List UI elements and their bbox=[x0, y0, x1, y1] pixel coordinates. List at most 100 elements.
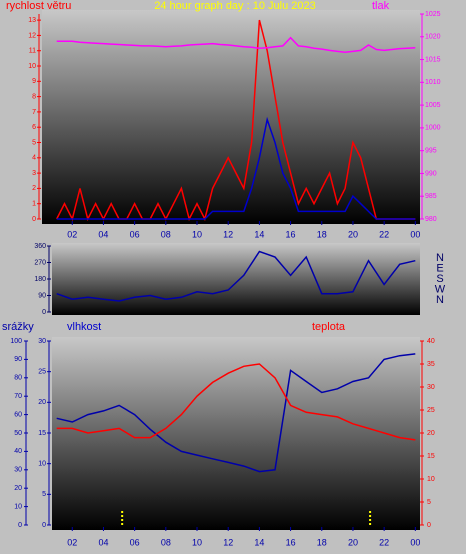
x-tick-label: 10 bbox=[192, 537, 202, 547]
y-tick-label: 2 bbox=[32, 185, 36, 192]
compass-label: N bbox=[436, 294, 444, 306]
x-tick-label: 04 bbox=[98, 229, 108, 239]
compass-label: E bbox=[436, 262, 443, 274]
compass-label: W bbox=[435, 283, 446, 295]
x-tick-label: 06 bbox=[130, 537, 140, 547]
y-tick-label: 0 bbox=[18, 522, 22, 529]
y-tick-label: 5 bbox=[32, 139, 36, 146]
series-line bbox=[56, 363, 416, 441]
y-tick-label: 985 bbox=[425, 193, 437, 200]
y-tick-label: 7 bbox=[32, 109, 36, 116]
y-tick-label: 995 bbox=[425, 148, 437, 155]
y-tick-label: 90 bbox=[14, 356, 22, 363]
y-tick-label: 11 bbox=[29, 48, 36, 55]
series-line bbox=[56, 116, 416, 220]
y-tick-label: 15 bbox=[427, 453, 435, 460]
y-tick-label: 1015 bbox=[425, 56, 441, 63]
y-tick-label: 70 bbox=[14, 393, 22, 400]
y-tick-label: 3 bbox=[32, 170, 36, 177]
y-tick-label: 12 bbox=[28, 32, 36, 39]
y-tick-label: 50 bbox=[14, 430, 22, 437]
x-tick-label: 02 bbox=[67, 537, 77, 547]
axis-label: vlhkost bbox=[67, 321, 101, 333]
y-tick-label: 30 bbox=[427, 384, 435, 391]
y-tick-label: 1020 bbox=[425, 34, 441, 41]
chart-title: 24 hour graph day : 10 Julu 2023 bbox=[154, 0, 315, 12]
y-tick-label: 90 bbox=[38, 292, 46, 299]
x-tick-label: 18 bbox=[317, 229, 327, 239]
y-tick-label: 40 bbox=[14, 448, 22, 455]
x-tick-label: 02 bbox=[67, 229, 77, 239]
x-tick-label: 22 bbox=[379, 537, 389, 547]
y-tick-label: 40 bbox=[427, 338, 435, 345]
x-tick-label: 14 bbox=[254, 537, 264, 547]
y-tick-label: 13 bbox=[28, 17, 36, 24]
y-tick-label: 30 bbox=[38, 338, 46, 345]
y-tick-label: 0 bbox=[427, 522, 431, 529]
x-tick-label: 16 bbox=[286, 229, 296, 239]
y-tick-label: 10 bbox=[427, 476, 435, 483]
y-tick-label: 5 bbox=[427, 499, 431, 506]
x-tick-label: 22 bbox=[379, 229, 389, 239]
series-line bbox=[56, 250, 416, 302]
y-tick-label: 20 bbox=[14, 485, 22, 492]
y-tick-label: 25 bbox=[38, 369, 46, 376]
x-tick-label: 18 bbox=[317, 537, 327, 547]
y-tick-label: 20 bbox=[38, 399, 46, 406]
axis-label: teplota bbox=[312, 321, 346, 333]
y-tick-label: 25 bbox=[427, 407, 435, 414]
y-tick-label: 4 bbox=[32, 155, 36, 162]
y-tick-label: 10 bbox=[38, 461, 46, 468]
x-tick-label: 04 bbox=[98, 537, 108, 547]
plot-area bbox=[52, 243, 420, 315]
y-tick-label: 35 bbox=[427, 361, 435, 368]
axis-label: srážky bbox=[2, 321, 34, 333]
y-tick-label: 1 bbox=[32, 201, 36, 208]
y-tick-label: 180 bbox=[34, 276, 46, 283]
x-tick-label: 00 bbox=[410, 537, 420, 547]
x-tick-label: 10 bbox=[192, 229, 202, 239]
y-tick-label: 80 bbox=[14, 375, 22, 382]
axis-label: tlak bbox=[372, 0, 390, 12]
y-tick-label: 980 bbox=[425, 216, 437, 223]
x-tick-label: 08 bbox=[161, 537, 171, 547]
plot-area bbox=[42, 10, 420, 224]
y-tick-label: 0 bbox=[32, 216, 36, 223]
x-tick-label: 06 bbox=[130, 229, 140, 239]
y-tick-label: 15 bbox=[38, 430, 46, 437]
plot-area bbox=[52, 337, 420, 530]
y-tick-label: 5 bbox=[42, 491, 46, 498]
compass-label: S bbox=[436, 273, 443, 285]
y-tick-label: 6 bbox=[32, 124, 36, 131]
y-tick-label: 20 bbox=[427, 430, 435, 437]
x-tick-label: 20 bbox=[348, 229, 358, 239]
y-tick-label: 10 bbox=[28, 63, 36, 70]
x-tick-label: 12 bbox=[223, 537, 233, 547]
y-tick-label: 990 bbox=[425, 170, 437, 177]
y-tick-label: 0 bbox=[42, 309, 46, 316]
y-tick-label: 8 bbox=[32, 93, 36, 100]
y-tick-label: 0 bbox=[42, 522, 46, 529]
y-tick-label: 270 bbox=[34, 259, 46, 266]
y-tick-label: 100 bbox=[10, 338, 22, 345]
y-tick-label: 360 bbox=[34, 243, 46, 250]
x-tick-label: 14 bbox=[254, 229, 264, 239]
series-line bbox=[56, 19, 416, 222]
y-tick-label: 9 bbox=[32, 78, 36, 85]
x-tick-label: 00 bbox=[410, 229, 420, 239]
series-line bbox=[56, 36, 416, 54]
y-tick-label: 1005 bbox=[425, 102, 441, 109]
y-tick-label: 30 bbox=[14, 467, 22, 474]
x-tick-label: 20 bbox=[348, 537, 358, 547]
y-tick-label: 10 bbox=[14, 503, 22, 510]
series-line bbox=[56, 353, 416, 473]
y-tick-label: 1000 bbox=[425, 125, 441, 132]
y-tick-label: 60 bbox=[14, 411, 22, 418]
y-tick-label: 1010 bbox=[425, 79, 441, 86]
y-tick-label: 1025 bbox=[425, 11, 441, 18]
compass-label: N bbox=[436, 252, 444, 264]
axis-label: rychlost větru bbox=[6, 0, 71, 12]
x-tick-label: 12 bbox=[223, 229, 233, 239]
x-tick-label: 08 bbox=[161, 229, 171, 239]
